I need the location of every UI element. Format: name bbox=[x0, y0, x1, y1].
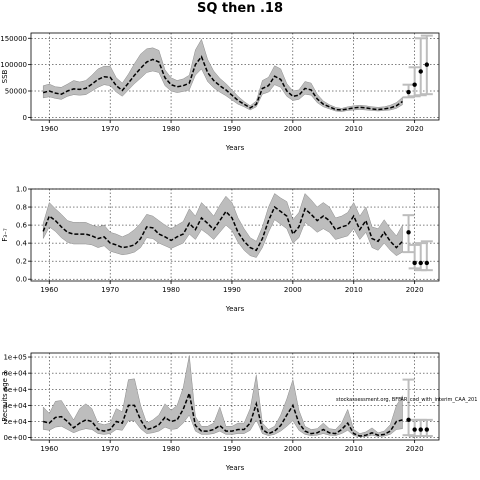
estimate-line bbox=[43, 390, 403, 437]
x-tick-label: 2020 bbox=[406, 445, 424, 453]
y-tick-label: 0.0 bbox=[16, 276, 27, 284]
projection-point bbox=[418, 69, 423, 74]
plot-frame bbox=[30, 188, 440, 282]
y-tick-label: 6e+04 bbox=[3, 386, 27, 394]
y-axis-label: Recruits age 3 bbox=[1, 371, 9, 421]
y-tick-label: 4e+04 bbox=[3, 402, 27, 410]
projection-point bbox=[406, 89, 411, 95]
panel-2: 1960 1970 1980 1990 2000 2010 2020 0.0 0.2 0.4 0.6… bbox=[1, 186, 440, 313]
projection-point bbox=[406, 230, 411, 235]
x-tick-label: 2010 bbox=[345, 445, 363, 453]
x-axis-label: Years bbox=[225, 144, 245, 152]
x-tick-label: 1960 bbox=[40, 445, 58, 453]
x-tick-label: 1990 bbox=[223, 286, 241, 294]
chart-title: SQ then .18 bbox=[196, 1, 284, 16]
y-tick-label: 0e+00 bbox=[3, 434, 27, 442]
estimate-line bbox=[43, 55, 403, 111]
projection-point bbox=[424, 427, 430, 432]
projection-point bbox=[412, 260, 417, 266]
projection-point bbox=[406, 417, 411, 423]
plot-frame bbox=[30, 32, 440, 121]
x-tick-label: 2000 bbox=[284, 445, 302, 453]
x-tick-label: 1970 bbox=[101, 445, 119, 453]
y-tick-label: 150000 bbox=[0, 35, 27, 43]
panel-1: 1960 1970 1980 1990 2000 2010 2020 0 50000 100000… bbox=[0, 32, 440, 152]
y-tick-label: 1e+05 bbox=[3, 354, 27, 362]
projection-point bbox=[418, 427, 423, 432]
projection-point bbox=[424, 260, 430, 266]
y-tick-label: 0.4 bbox=[16, 240, 28, 248]
y-tick-label: 0.6 bbox=[16, 222, 28, 230]
y-tick-label: 100000 bbox=[0, 61, 27, 69]
y-tick-label: 0.8 bbox=[16, 204, 27, 212]
x-tick-label: 2000 bbox=[284, 286, 302, 294]
x-tick-label: 2020 bbox=[406, 125, 424, 133]
x-tick-label: 1960 bbox=[40, 125, 58, 133]
x-axis-label: Years bbox=[225, 464, 245, 472]
x-tick-label: 1980 bbox=[162, 286, 180, 294]
projection-point bbox=[424, 62, 430, 67]
confidence-band bbox=[42, 355, 403, 438]
projection-point bbox=[412, 427, 417, 432]
x-tick-label: 1990 bbox=[223, 445, 241, 453]
y-tick-label: 1.0 bbox=[16, 186, 27, 194]
y-axis-label: SSB bbox=[1, 69, 9, 83]
x-tick-label: 1990 bbox=[223, 125, 241, 133]
x-tick-label: 1980 bbox=[162, 445, 180, 453]
y-tick-label: 2e+04 bbox=[3, 418, 27, 426]
panel-3: 1960 1970 1980 1990 2000 2010 2020 0e+00 2e+04 4e… bbox=[1, 352, 477, 472]
x-tick-label: 2010 bbox=[345, 286, 363, 294]
x-tick-label: 2020 bbox=[406, 286, 424, 294]
x-tick-label: 1960 bbox=[40, 286, 58, 294]
y-axis-label: F₃₋₇ bbox=[1, 228, 9, 242]
x-tick-label: 1980 bbox=[162, 125, 180, 133]
y-tick-label: 8e+04 bbox=[3, 370, 27, 378]
x-tick-label: 1970 bbox=[101, 125, 119, 133]
confidence-band bbox=[42, 38, 403, 112]
projection-point bbox=[412, 82, 417, 87]
confidence-band bbox=[42, 193, 403, 258]
x-tick-label: 2000 bbox=[284, 125, 302, 133]
y-tick-label: 0 bbox=[23, 114, 27, 122]
x-axis-label: Years bbox=[225, 305, 245, 313]
x-tick-label: 1970 bbox=[101, 286, 119, 294]
x-tick-label: 2010 bbox=[345, 125, 363, 133]
y-tick-label: 0.2 bbox=[16, 258, 27, 266]
plot-frame bbox=[30, 352, 440, 441]
source-annotation: stockassessment.org, BFFAR_cod_with_inte… bbox=[336, 397, 477, 403]
projection-point bbox=[418, 260, 423, 266]
y-tick-label: 50000 bbox=[5, 88, 27, 96]
